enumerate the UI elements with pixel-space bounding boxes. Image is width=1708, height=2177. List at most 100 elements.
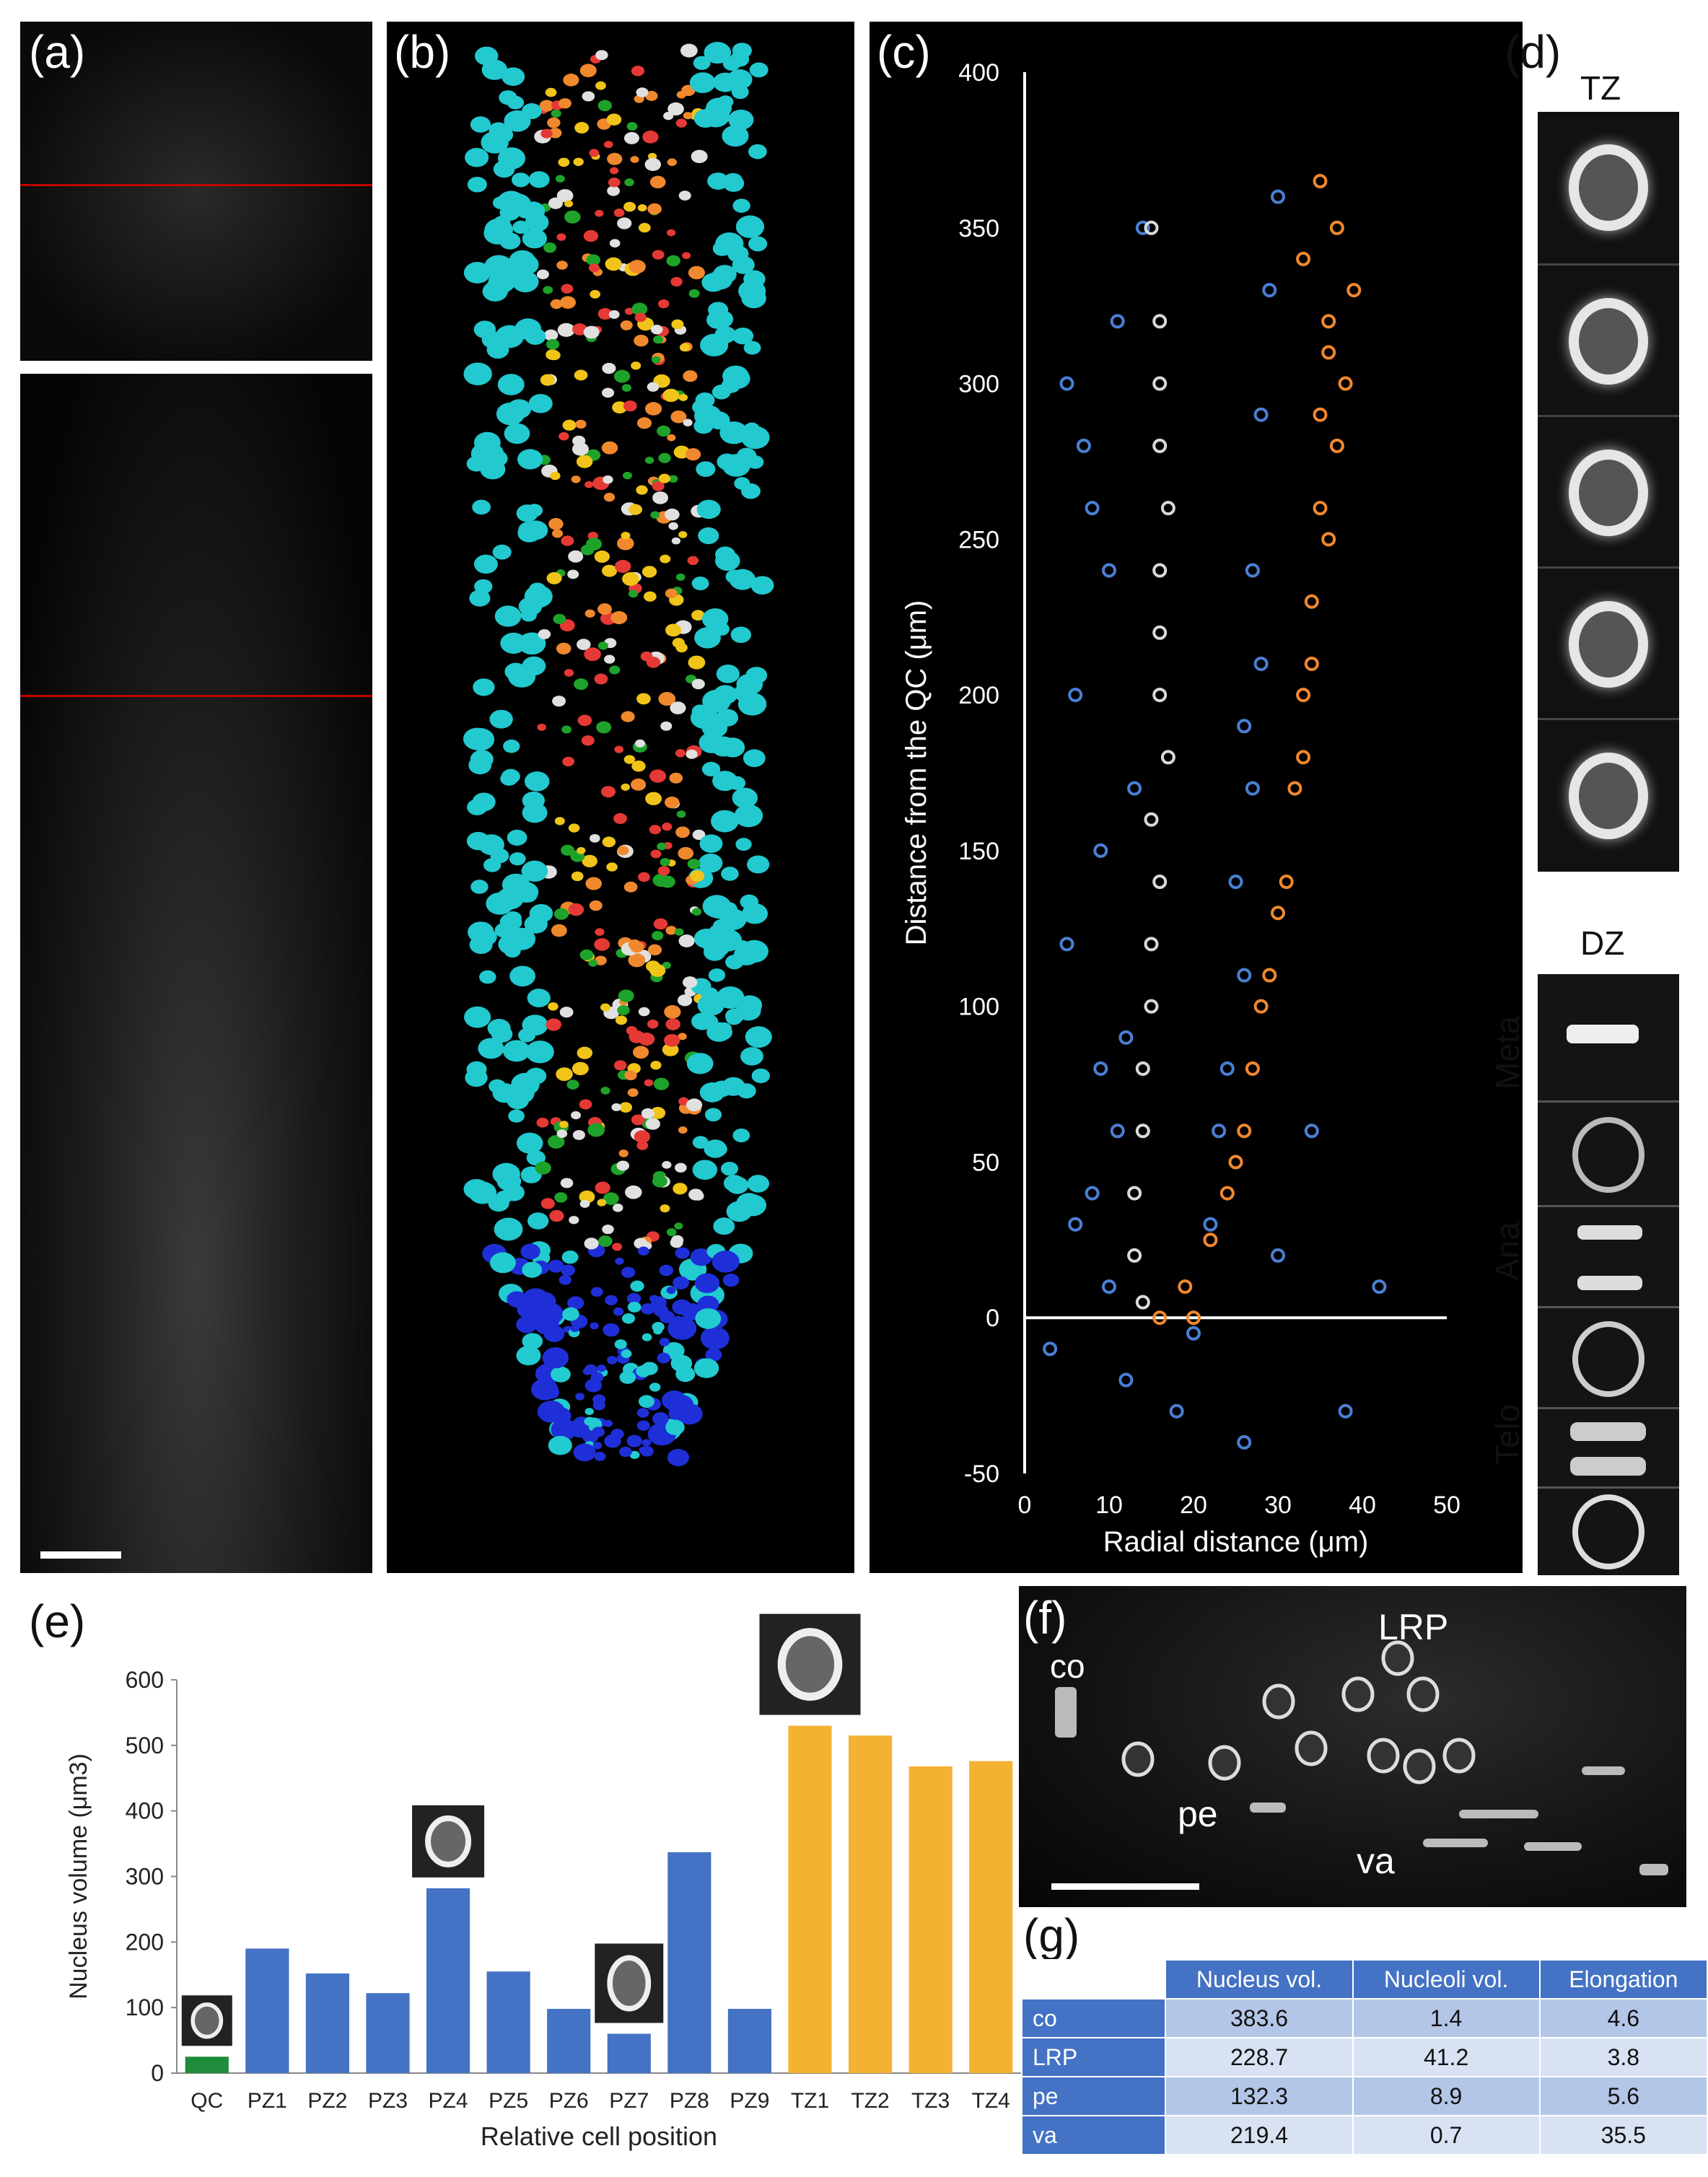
nucleus-blob bbox=[724, 368, 750, 389]
data-point bbox=[1144, 812, 1159, 827]
nucleus-blob bbox=[631, 65, 645, 76]
nucleus-blob bbox=[637, 204, 647, 212]
chromatid bbox=[1577, 1276, 1642, 1290]
data-point bbox=[1068, 688, 1083, 703]
nucleus-blob bbox=[487, 1018, 511, 1038]
nucleus-blob bbox=[712, 1024, 732, 1041]
nucleus-blob bbox=[603, 1323, 620, 1337]
nucleus-blob bbox=[679, 343, 690, 352]
nucleus-blob bbox=[483, 858, 502, 872]
data-point bbox=[1237, 968, 1252, 983]
dz-tile bbox=[1538, 1306, 1679, 1409]
nucleus-blob bbox=[631, 302, 648, 316]
nucleus-blob bbox=[540, 374, 555, 386]
nucleus-blob bbox=[650, 1061, 662, 1070]
nucleus-blob bbox=[522, 1261, 543, 1278]
nucleus-blob bbox=[575, 1393, 585, 1401]
nucleus-blob bbox=[528, 171, 550, 188]
nucleus-blob bbox=[587, 1123, 605, 1137]
nucleus-blob bbox=[602, 362, 616, 374]
nucleus-blob bbox=[652, 873, 670, 888]
nucleus-blob bbox=[704, 1108, 722, 1122]
nucleus-blob bbox=[559, 1007, 574, 1018]
nucleus-blob bbox=[690, 870, 705, 882]
nucleus-blob bbox=[701, 608, 729, 630]
nucleus-blob bbox=[466, 1061, 487, 1078]
nucleus-blob bbox=[678, 190, 691, 201]
y-tick-label: 250 bbox=[958, 526, 999, 553]
nucleus-blob bbox=[675, 826, 690, 838]
nucleus-blob bbox=[716, 986, 745, 1009]
y-tick-label: 50 bbox=[972, 1149, 999, 1176]
nucleus-blob bbox=[579, 63, 597, 77]
nucleus-blob bbox=[667, 102, 684, 116]
nucleus bbox=[777, 1628, 843, 1701]
nucleus-blob bbox=[645, 792, 662, 805]
panel-c-scatter: -50 0 50 100 150 200 250 300 350 400 0 10 20 30 40 50 Ra… bbox=[870, 22, 1523, 1573]
nucleus-blob bbox=[626, 1434, 643, 1447]
nucleus-blob bbox=[463, 362, 492, 385]
data-point bbox=[1152, 875, 1168, 890]
nucleus-blob bbox=[561, 1264, 576, 1276]
nucleus-blob bbox=[512, 882, 539, 903]
nucleus-blob bbox=[623, 201, 636, 212]
nucleus-blob bbox=[595, 955, 607, 965]
nucleus-blob bbox=[641, 1303, 655, 1315]
x-tick-label: TZ4 bbox=[972, 2089, 1010, 2113]
nucleus-blob bbox=[671, 1235, 684, 1245]
y-axis-title: Nucleus volume (μm3) bbox=[65, 1753, 92, 1999]
data-point bbox=[1118, 1372, 1134, 1388]
nucleus-blob bbox=[660, 1204, 670, 1213]
nucleus-blob bbox=[748, 144, 767, 159]
nucleus-blob bbox=[698, 853, 723, 873]
panel-f-lrp-image bbox=[1019, 1586, 1686, 1907]
nucleus-blob bbox=[650, 511, 660, 519]
nucleus-blob bbox=[590, 1322, 599, 1330]
nucleus-blob bbox=[636, 417, 652, 429]
nucleus-blob bbox=[538, 628, 551, 639]
y-tick-label: 300 bbox=[126, 1864, 164, 1890]
chromatid bbox=[1577, 1225, 1642, 1240]
nucleus-blob bbox=[507, 1291, 527, 1307]
elongated-nucleus bbox=[1524, 1842, 1582, 1851]
nucleus-blob bbox=[584, 1378, 603, 1393]
nucleus-blob bbox=[636, 693, 651, 705]
nucleus-blob bbox=[526, 1150, 546, 1166]
nucleus bbox=[1367, 1738, 1400, 1774]
nucleus-blob bbox=[472, 499, 491, 515]
nucleus-blob bbox=[658, 692, 676, 706]
nucleus-blob bbox=[683, 976, 698, 989]
nucleus-blob bbox=[671, 1315, 686, 1328]
nucleus-blob bbox=[617, 217, 632, 229]
nucleus-blob bbox=[693, 929, 719, 949]
nucleus-blob bbox=[634, 1130, 651, 1144]
nucleus-blob bbox=[742, 903, 768, 924]
x-tick-label: 0 bbox=[1018, 1492, 1032, 1519]
nucleus-blob bbox=[657, 866, 670, 876]
nucleus-blob bbox=[613, 1204, 623, 1212]
nucleus-blob bbox=[609, 665, 621, 675]
data-point bbox=[1186, 1310, 1201, 1326]
y-tick-label: 500 bbox=[126, 1733, 164, 1758]
nucleus-blob bbox=[618, 1149, 629, 1157]
nucleus bbox=[607, 1955, 652, 2012]
nucleus-blob bbox=[606, 862, 618, 872]
nucleus-blob bbox=[711, 310, 734, 328]
table-cell: 4.6 bbox=[1538, 1998, 1708, 2038]
nucleus-blob bbox=[621, 783, 630, 791]
nucleus-blob bbox=[626, 1026, 638, 1035]
nucleus-blob bbox=[691, 1012, 714, 1030]
panel-b-label: (b) bbox=[394, 26, 451, 78]
nucleus-blob bbox=[607, 1356, 618, 1365]
nucleus-blob bbox=[648, 152, 657, 160]
lrp-nuclei bbox=[1055, 1640, 1668, 1875]
data-point bbox=[1245, 781, 1260, 796]
y-tick-label: 200 bbox=[958, 682, 999, 709]
nucleus-blob bbox=[503, 739, 520, 753]
nucleus-blob bbox=[714, 326, 737, 343]
nucleus-blob bbox=[589, 900, 603, 911]
nucleus-blob bbox=[647, 203, 662, 215]
nucleus-blob bbox=[517, 449, 543, 470]
nucleus-blob bbox=[652, 1412, 669, 1426]
nucleus-blob bbox=[546, 1018, 562, 1031]
